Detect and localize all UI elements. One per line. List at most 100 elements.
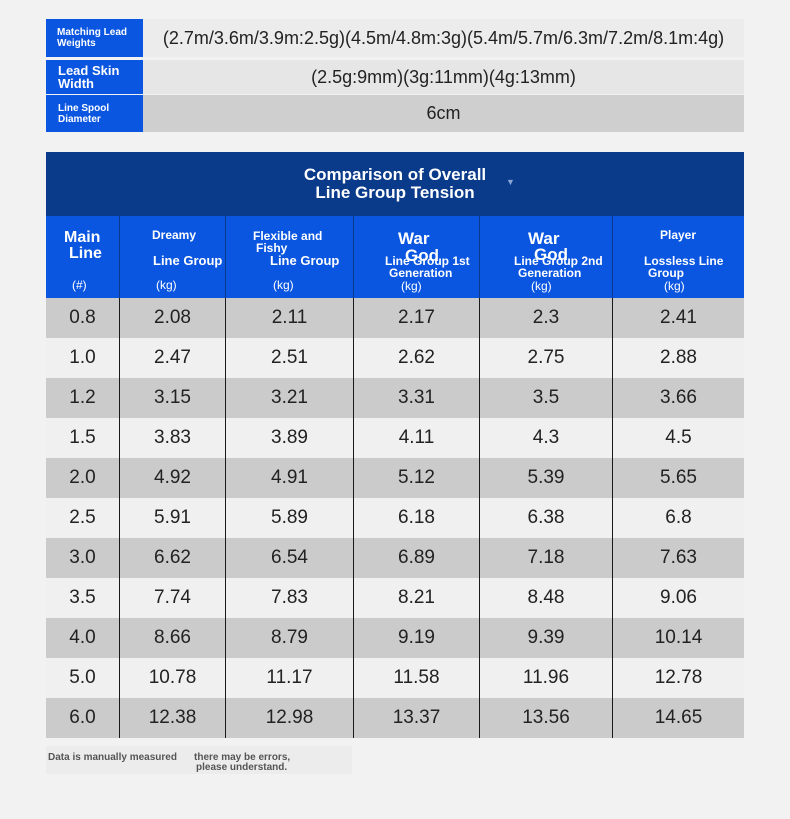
table-header-row: Main Line (#) Dreamy Line Group (kg) Fle… bbox=[46, 216, 744, 298]
footnote-text: please understand. bbox=[196, 762, 288, 773]
tension-cell: 4.3 bbox=[480, 418, 613, 458]
tension-cell: 12.38 bbox=[120, 698, 226, 738]
spec-row-lead-weights: Matching Lead Weights (2.7m/3.6m/3.9m:2.… bbox=[46, 19, 744, 57]
tension-cell: 3.89 bbox=[226, 418, 354, 458]
tension-cell: 12.98 bbox=[226, 698, 354, 738]
tension-comparison-table: Comparison of Overall Line Group Tension… bbox=[46, 152, 744, 738]
footnote-text: there may be errors, bbox=[194, 752, 291, 763]
tension-cell: 10.14 bbox=[654, 627, 703, 648]
tension-cell: 5.12 bbox=[354, 458, 480, 498]
tension-cell: 5.91 bbox=[120, 498, 226, 538]
tension-cell: 7.63 bbox=[660, 547, 697, 568]
main-line-cell: 6.0 bbox=[46, 698, 120, 738]
table-row: 1.5 3.83 3.89 4.11 4.3 4.5 bbox=[46, 418, 744, 458]
header-unit: (kg) bbox=[401, 279, 422, 293]
tension-cell: 8.48 bbox=[480, 578, 613, 618]
tension-cell: 5.65 bbox=[660, 467, 697, 488]
tension-cell: 7.83 bbox=[226, 578, 354, 618]
tension-cell: 11.17 bbox=[226, 658, 354, 698]
footnote-text: Data is manually measured bbox=[48, 752, 177, 763]
spec-row-spool-diameter: Line Spool Diameter 6cm bbox=[46, 95, 744, 132]
spec-value: 6cm bbox=[143, 95, 744, 132]
tension-cell: 9.39 bbox=[480, 618, 613, 658]
tension-cell: 2.88 bbox=[660, 347, 697, 368]
tension-cell: 2.41 bbox=[660, 307, 697, 328]
header-text: War bbox=[528, 229, 560, 248]
table-row: 3.0 6.62 6.54 6.89 7.18 7.63 bbox=[46, 538, 744, 578]
header-unit: (kg) bbox=[531, 279, 552, 293]
tension-cell: 6.54 bbox=[226, 538, 354, 578]
table-row: 1.2 3.15 3.21 3.31 3.5 3.66 bbox=[46, 378, 744, 418]
main-line-cell: 3.0 bbox=[46, 538, 120, 578]
tension-cell: 7.74 bbox=[120, 578, 226, 618]
tension-cell: 3.21 bbox=[226, 378, 354, 418]
table-body: 0.8 2.08 2.11 2.17 2.3 2.41 1.0 2.47 2.51 2.62 2.7… bbox=[46, 298, 744, 738]
tension-cell: 7.18 bbox=[480, 538, 613, 578]
table-row: 2.0 4.92 4.91 5.12 5.39 5.65 bbox=[46, 458, 744, 498]
tension-cell: 14.65 bbox=[654, 707, 703, 728]
main-line-cell: 1.0 bbox=[46, 338, 120, 378]
main-line-cell: 1.2 bbox=[46, 378, 120, 418]
header-text: God bbox=[534, 245, 568, 264]
main-line-cell: 2.0 bbox=[46, 458, 120, 498]
tension-cell: 3.15 bbox=[120, 378, 226, 418]
tension-cell: 4.11 bbox=[354, 418, 480, 458]
header-text: Lossless Line bbox=[644, 254, 724, 268]
header-dreamy: Dreamy Line Group (kg) bbox=[120, 216, 226, 298]
header-text: Line bbox=[69, 245, 102, 262]
header-text: Group bbox=[648, 266, 684, 280]
main-line-cell: 3.5 bbox=[46, 578, 120, 618]
tension-cell: 9.19 bbox=[354, 618, 480, 658]
tension-cell: 2.51 bbox=[226, 338, 354, 378]
spec-label: Matching Lead Weights bbox=[46, 19, 143, 57]
tension-cell: 11.58 bbox=[354, 658, 480, 698]
tension-cell: 3.5 bbox=[480, 378, 613, 418]
tension-cell: 8.79 bbox=[226, 618, 354, 658]
tension-cell: 12.78 bbox=[654, 667, 703, 688]
tension-cell: 9.06 bbox=[660, 587, 697, 608]
spec-value: (2.5g:9mm)(3g:11mm)(4g:13mm) bbox=[143, 60, 744, 94]
table-title: Comparison of Overall Line Group Tension… bbox=[46, 152, 744, 216]
main-line-cell: 5.0 bbox=[46, 658, 120, 698]
tension-cell: 2.08 bbox=[120, 298, 226, 338]
tension-cell: 13.56 bbox=[480, 698, 613, 738]
main-line-cell: 0.8 bbox=[46, 298, 120, 338]
header-text: Line Group bbox=[153, 253, 223, 268]
main-line-cell: 1.5 bbox=[46, 418, 120, 458]
header-text: Line Group bbox=[270, 253, 340, 268]
tension-cell: 2.62 bbox=[354, 338, 480, 378]
tension-cell: 3.31 bbox=[354, 378, 480, 418]
tension-cell: 4.91 bbox=[226, 458, 354, 498]
tension-cell: 3.66 bbox=[660, 387, 697, 408]
spec-label: Line Spool Diameter bbox=[46, 95, 143, 132]
table-row: 5.0 10.78 11.17 11.58 11.96 12.78 bbox=[46, 658, 744, 698]
table-title-line1: Comparison of Overall bbox=[303, 165, 487, 184]
tension-cell: 6.62 bbox=[120, 538, 226, 578]
tension-cell: 2.11 bbox=[226, 298, 354, 338]
header-unit: (kg) bbox=[156, 278, 177, 292]
spec-label: Lead Skin Width bbox=[46, 60, 143, 94]
table-row: 6.0 12.38 12.98 13.37 13.56 14.65 bbox=[46, 698, 744, 738]
tension-cell: 10.78 bbox=[120, 658, 226, 698]
main-line-cell: 2.5 bbox=[46, 498, 120, 538]
tension-cell: 8.66 bbox=[120, 618, 226, 658]
table-row: 4.0 8.66 8.79 9.19 9.39 10.14 bbox=[46, 618, 744, 658]
tension-cell: 5.89 bbox=[226, 498, 354, 538]
tension-cell: 6.18 bbox=[354, 498, 480, 538]
tension-cell: 2.75 bbox=[480, 338, 613, 378]
spec-value: (2.7m/3.6m/3.9m:2.5g)(4.5m/4.8m:3g)(5.4m… bbox=[143, 19, 744, 57]
tension-cell: 6.8 bbox=[665, 507, 692, 528]
tension-cell: 2.47 bbox=[120, 338, 226, 378]
header-player-lossless: Player Lossless Line Group (kg) bbox=[613, 216, 744, 298]
header-text: War bbox=[398, 229, 430, 248]
header-war-god-2nd: War God Line Group 2nd Generation (kg) bbox=[480, 216, 613, 298]
tension-cell: 6.38 bbox=[480, 498, 613, 538]
header-text: Dreamy bbox=[152, 228, 197, 242]
tension-cell: 4.5 bbox=[665, 427, 692, 448]
spec-row-lead-skin-width: Lead Skin Width (2.5g:9mm)(3g:11mm)(4g:1… bbox=[46, 60, 744, 94]
tension-cell: 4.92 bbox=[120, 458, 226, 498]
tension-cell: 11.96 bbox=[480, 658, 613, 698]
table-row: 3.5 7.74 7.83 8.21 8.48 9.06 bbox=[46, 578, 744, 618]
header-text: Line Group 2nd bbox=[514, 254, 603, 268]
measurement-footnote: Data is manually measured there may be e… bbox=[46, 746, 352, 774]
